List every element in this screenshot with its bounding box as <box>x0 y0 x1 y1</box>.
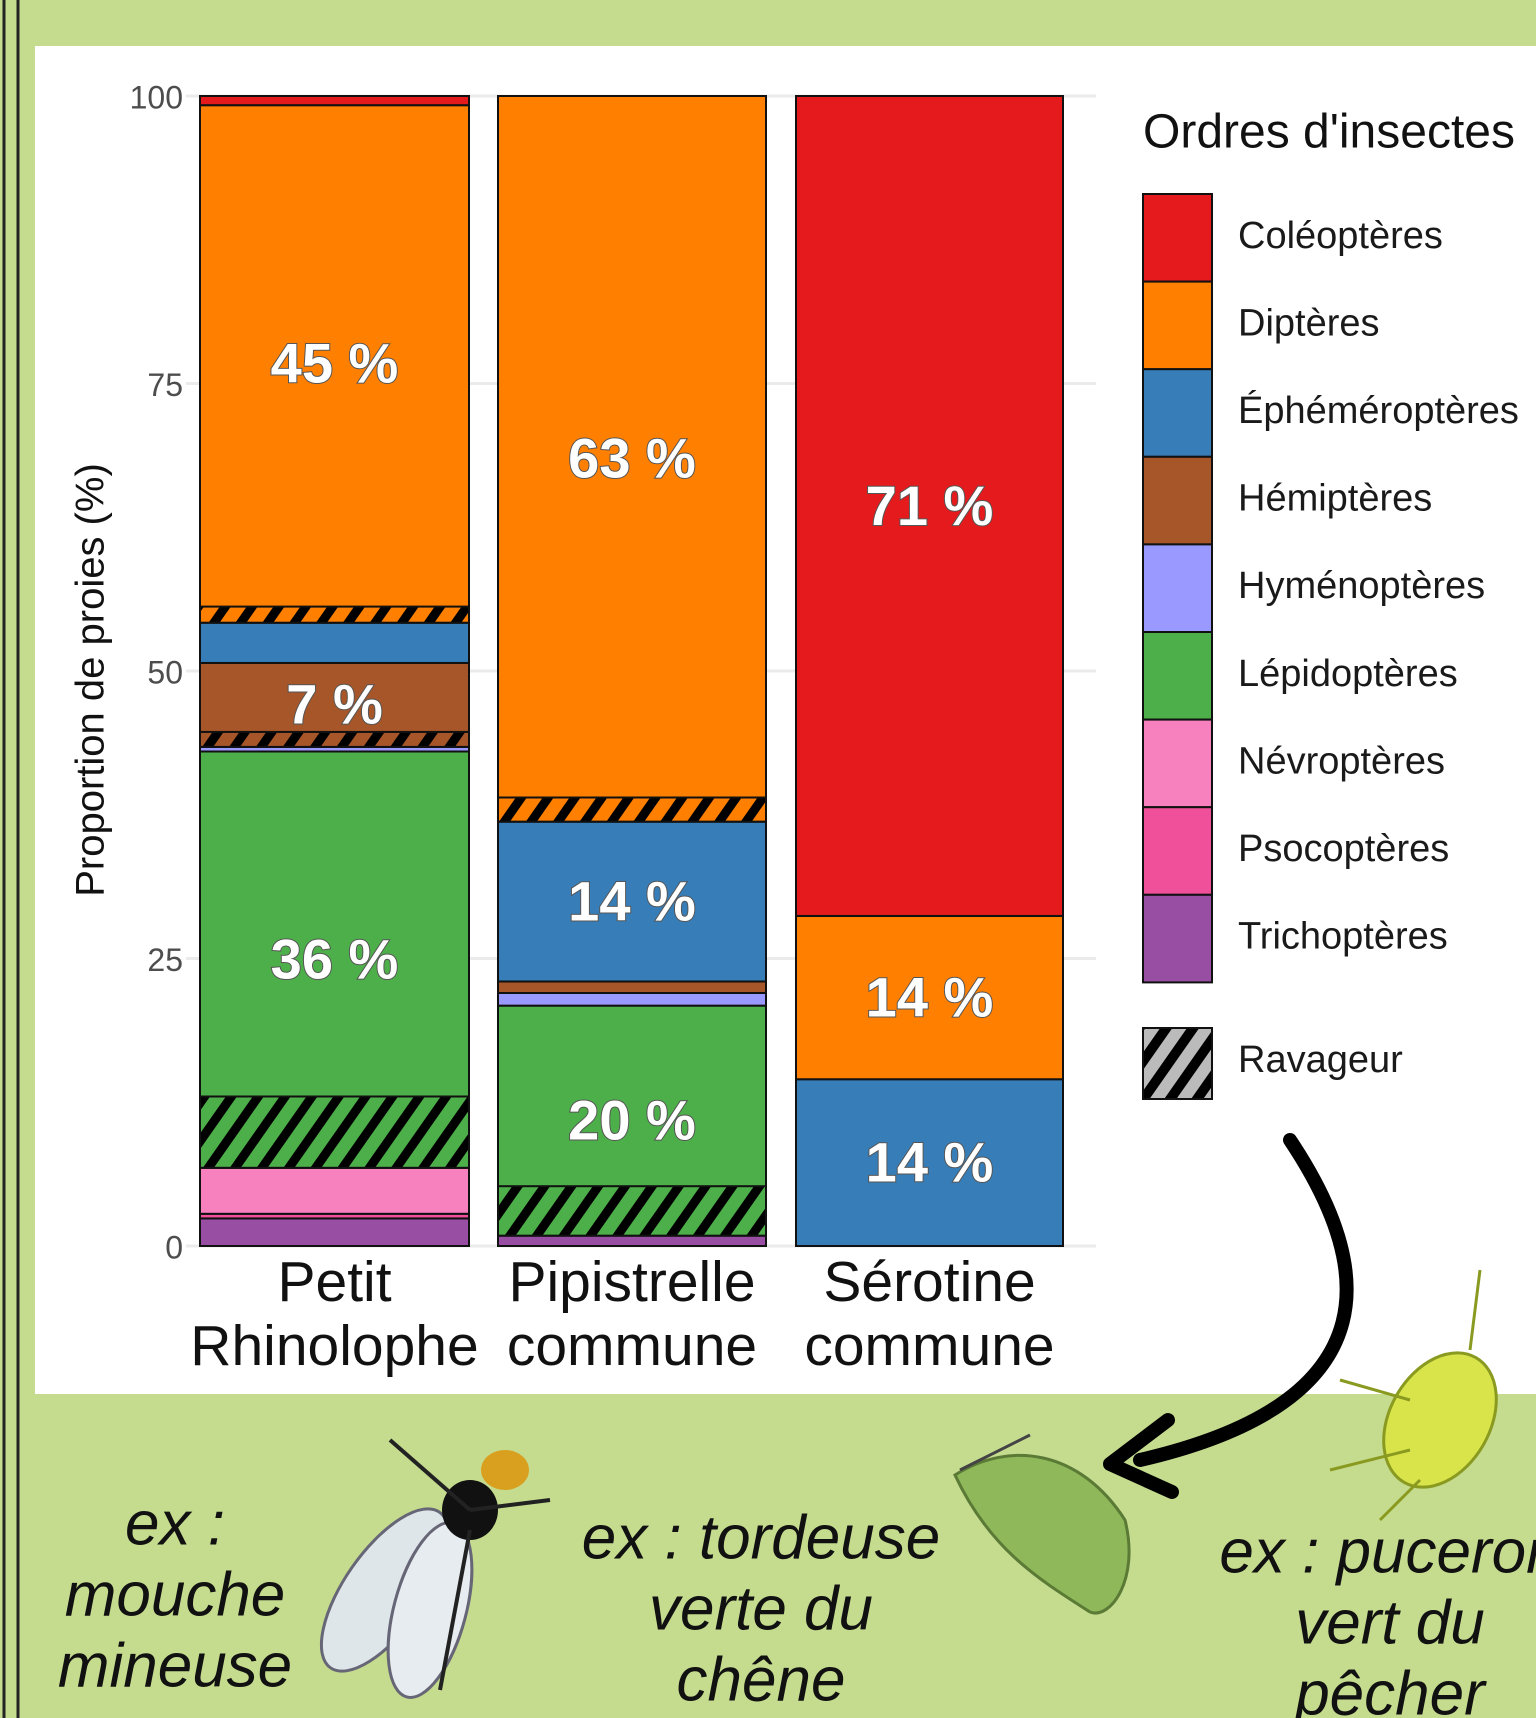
bar-segment <box>498 1236 766 1246</box>
y-tick-label: 75 <box>147 367 183 403</box>
bar-segment <box>498 993 766 1006</box>
ravageur-segment <box>498 798 766 822</box>
value-label: 14 % <box>866 1130 994 1193</box>
legend-swatch <box>1143 457 1212 545</box>
legend-swatch <box>1143 895 1212 983</box>
bar-segment <box>200 1218 469 1246</box>
value-label: 71 % <box>866 474 994 537</box>
caption-line: ex : puceron <box>1219 1517 1536 1586</box>
value-label: 36 % <box>271 927 399 990</box>
caption-line: ex : <box>125 1489 225 1558</box>
page: Proportion de proies (%) Ordres d'insect… <box>0 0 1536 1718</box>
x-tick-label: Pipistrelle commune <box>482 1250 782 1378</box>
legend-swatch-hatch <box>1143 1028 1212 1099</box>
caption-line: chêne <box>677 1645 846 1714</box>
value-label: 45 % <box>271 332 399 395</box>
y-tick-label: 100 <box>130 79 183 115</box>
y-axis-title: Proportion de proies (%) <box>69 463 113 897</box>
caption-line: verte du <box>649 1574 873 1643</box>
legend-label: Éphéméroptères <box>1238 389 1519 432</box>
value-label: 14 % <box>568 869 696 932</box>
legend-label: Diptères <box>1238 302 1380 344</box>
legend-swatch <box>1143 544 1212 632</box>
caption-line: vert du <box>1295 1588 1485 1657</box>
y-tick-label: 50 <box>147 654 183 690</box>
caption-line: ex : tordeuse <box>582 1503 940 1572</box>
value-label: 14 % <box>866 965 994 1028</box>
legend-swatch <box>1143 369 1212 457</box>
legend-swatch <box>1143 720 1212 808</box>
x-tick-label-box: Sérotine commune <box>755 1250 1105 1400</box>
legend-label: Hémiptères <box>1238 478 1432 520</box>
y-tick-label: 25 <box>147 942 183 978</box>
legend-label: Coléoptères <box>1238 215 1443 257</box>
ravageur-segment <box>498 1186 766 1235</box>
value-label: 20 % <box>568 1088 696 1151</box>
value-label: 7 % <box>286 673 383 736</box>
ravageur-segment <box>200 1097 469 1168</box>
legend-title: Ordres d'insectes <box>1143 106 1515 159</box>
caption-line: mineuse <box>58 1631 292 1700</box>
legend-label: Trichoptères <box>1238 916 1448 958</box>
caption-line: mouche <box>65 1560 286 1629</box>
legend-swatch <box>1143 807 1212 895</box>
bar-segment <box>200 96 469 105</box>
legend-label: Hyménoptères <box>1238 565 1485 607</box>
caption-line: pêcher <box>1293 1659 1487 1718</box>
x-tick-label: Petit Rhinolophe <box>185 1250 485 1378</box>
x-tick-label: Sérotine commune <box>780 1250 1080 1378</box>
legend-swatch <box>1143 194 1212 282</box>
legend-label: Psocoptères <box>1238 828 1449 870</box>
legend-label: Ravageur <box>1238 1039 1403 1081</box>
ravageur-segment <box>200 607 469 623</box>
bar-segment <box>498 982 766 994</box>
legend-swatch <box>1143 282 1212 370</box>
legend-swatch <box>1143 632 1212 720</box>
legend-label: Lépidoptères <box>1238 653 1458 695</box>
bar-segment <box>200 623 469 663</box>
bar-segment <box>200 1168 469 1214</box>
legend-label: Névroptères <box>1238 740 1445 782</box>
value-label: 63 % <box>568 427 696 490</box>
